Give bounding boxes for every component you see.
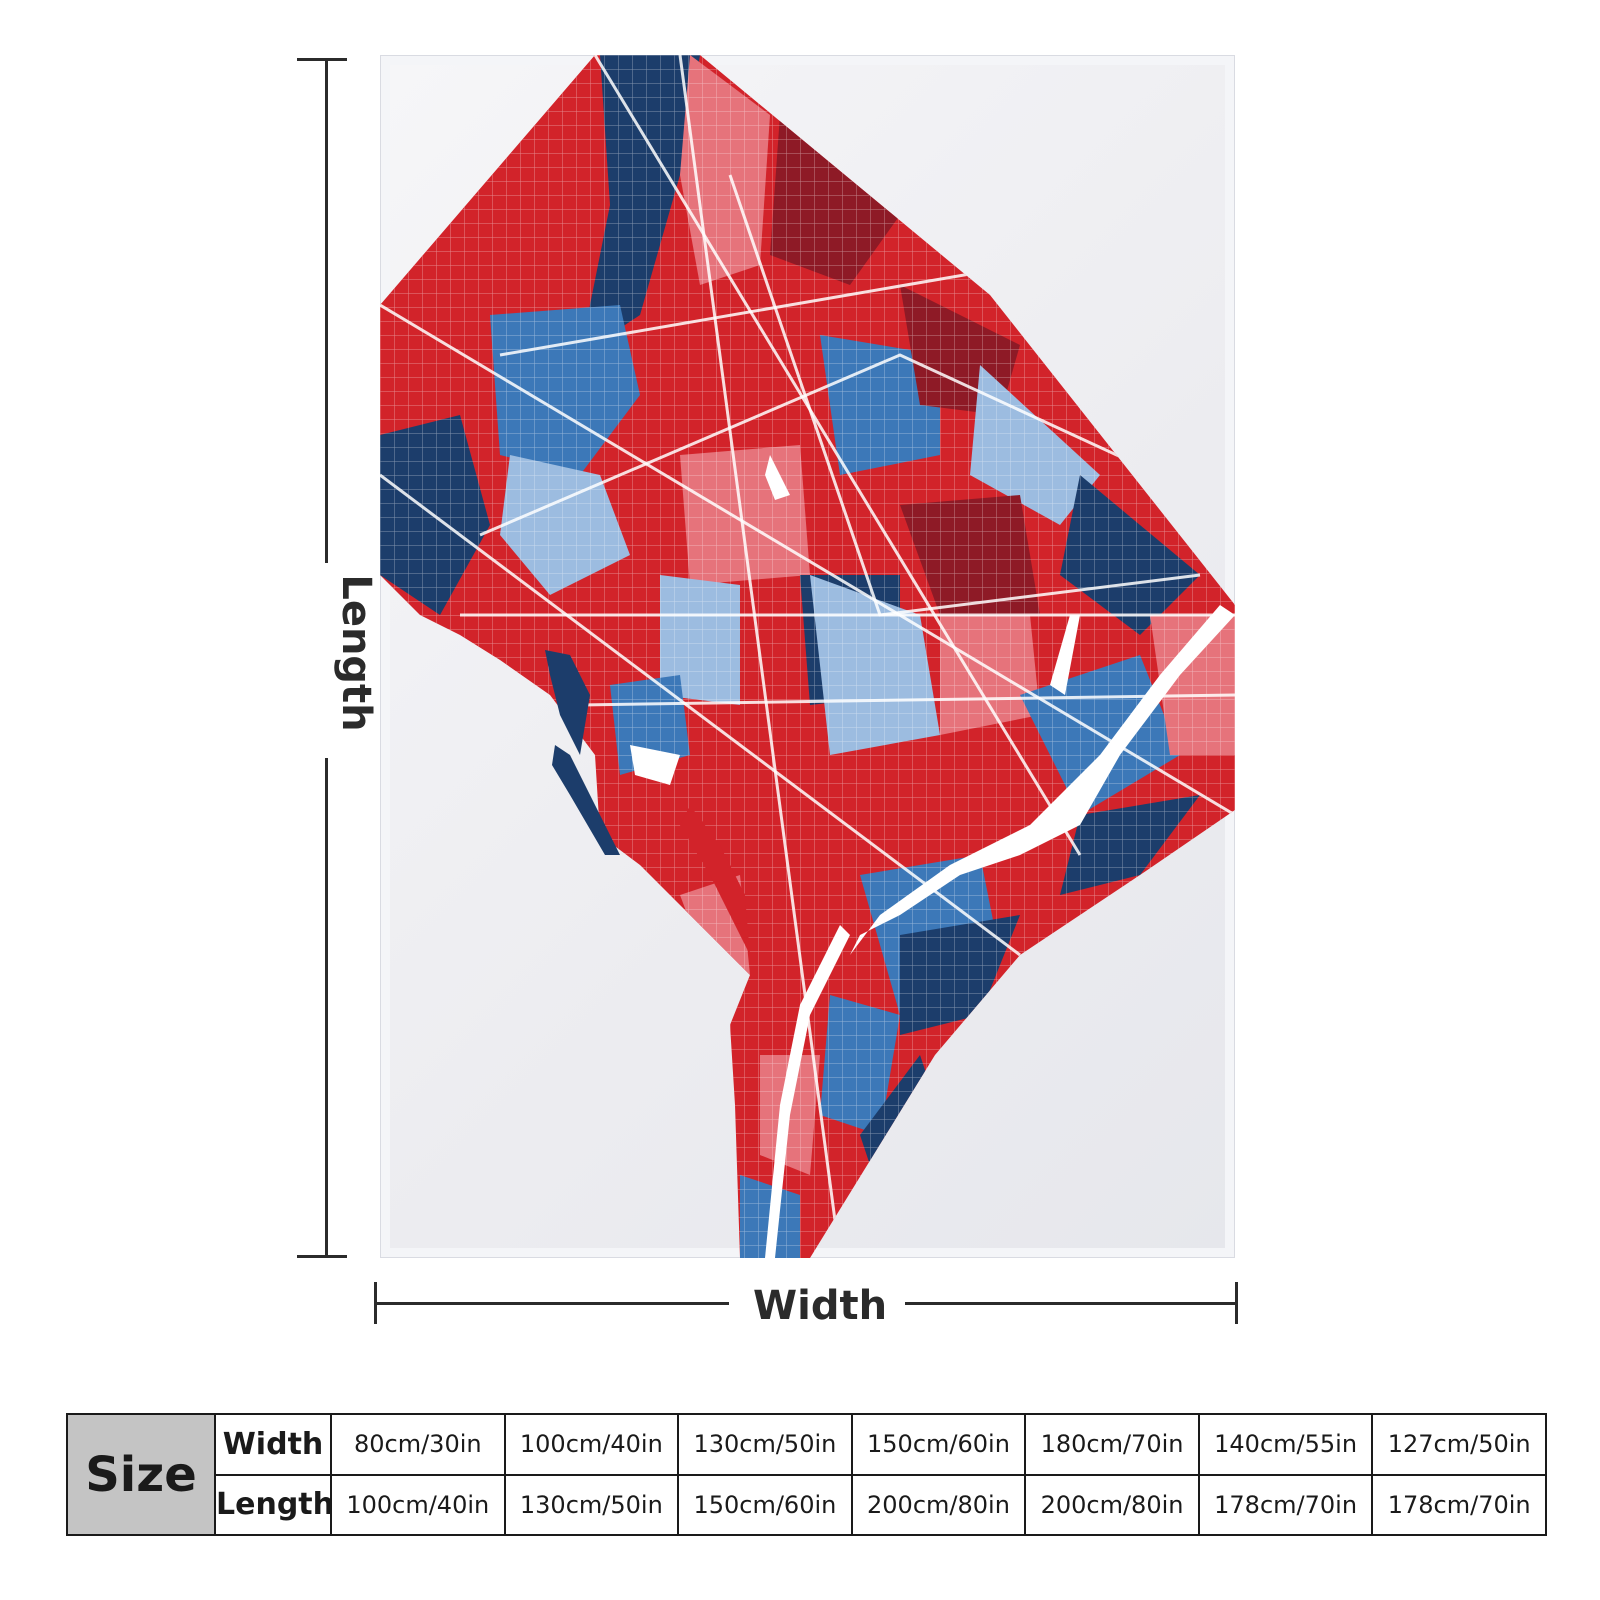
width-line-left (374, 1302, 729, 1305)
width-cap-right (1235, 1282, 1238, 1324)
width-cell: 127cm/50in (1371, 1413, 1547, 1476)
length-line-upper (325, 58, 328, 563)
blanket-product-image (380, 55, 1235, 1258)
width-cell: 130cm/50in (677, 1413, 853, 1476)
width-label: Width (735, 1286, 906, 1326)
size-diagram: Length (297, 55, 1238, 1326)
width-row: Size Width 80cm/30in 100cm/40in 130cm/50… (66, 1413, 1547, 1536)
width-cell: 180cm/70in (1024, 1413, 1200, 1476)
length-row-label: Length (214, 1473, 334, 1536)
size-header-cell: Size (66, 1413, 216, 1536)
length-cap-top (297, 58, 347, 61)
length-line-lower (325, 758, 328, 1258)
length-label: Length (333, 565, 379, 741)
width-cell: 150cm/60in (850, 1413, 1027, 1476)
width-cell: 100cm/40in (503, 1413, 680, 1476)
length-cell: 200cm/80in (850, 1473, 1027, 1536)
width-cell: 80cm/30in (330, 1413, 506, 1476)
width-cell: 140cm/55in (1197, 1413, 1374, 1476)
length-cell: 200cm/80in (1024, 1473, 1200, 1536)
length-cap-bottom (297, 1255, 347, 1258)
size-chart-table: Size Width 80cm/30in 100cm/40in 130cm/50… (66, 1413, 1547, 1536)
length-cell: 178cm/70in (1197, 1473, 1374, 1536)
width-row-label: Width (214, 1413, 332, 1476)
width-line-right (888, 1302, 1238, 1305)
length-cell: 150cm/60in (677, 1473, 853, 1536)
length-row: Length 100cm/40in 130cm/50in 150cm/60in … (67, 1473, 1547, 1536)
length-cell: 100cm/40in (330, 1473, 506, 1536)
city-map-artwork (380, 55, 1235, 1258)
length-cell: 130cm/50in (503, 1473, 680, 1536)
length-cell: 178cm/70in (1371, 1473, 1547, 1536)
